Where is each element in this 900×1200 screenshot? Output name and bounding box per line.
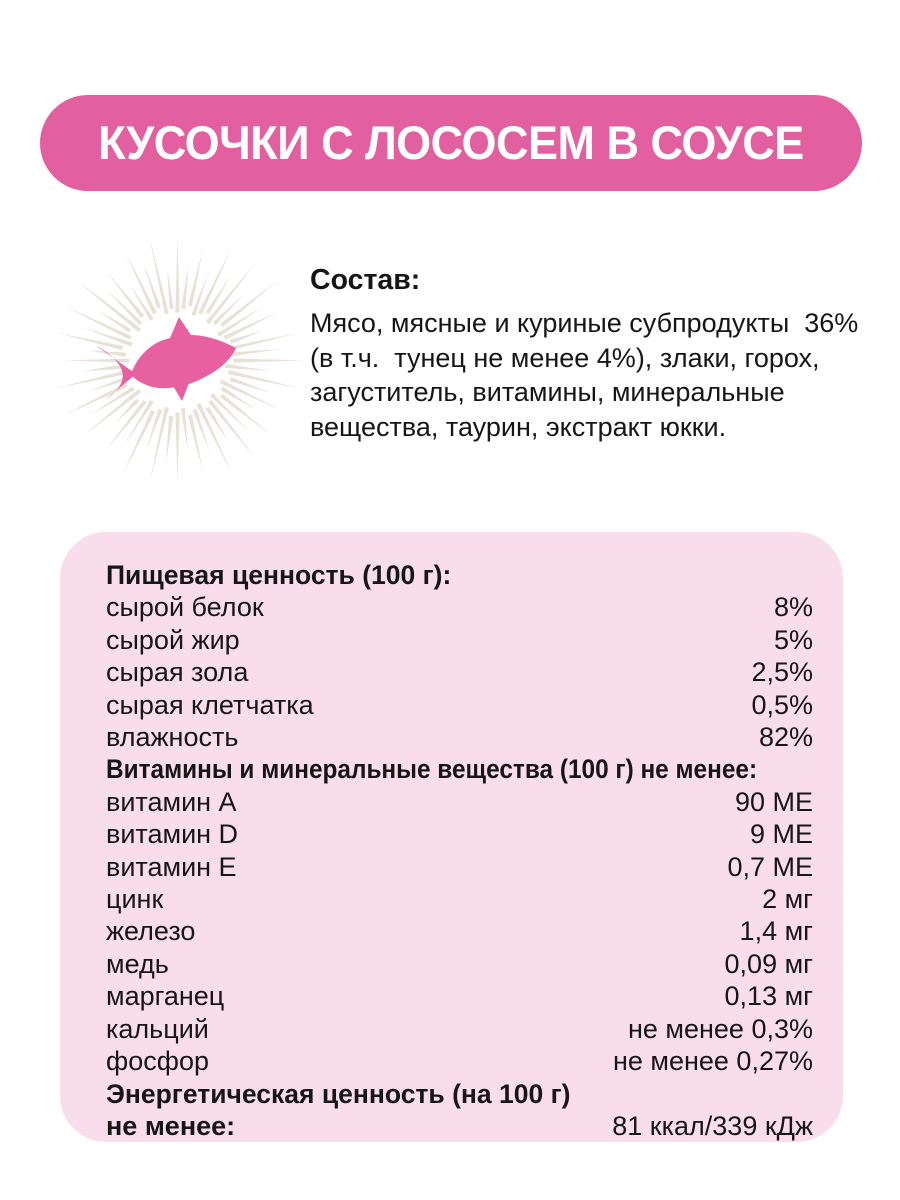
nutrition-value: 5% (773, 624, 813, 655)
nutrition-row: фосфор не менее 0,27% (106, 1045, 813, 1077)
fish-burst-illustration (50, 233, 305, 488)
nutrition-label: витамин D (106, 819, 239, 850)
nutrition-row: влажность 82% (106, 721, 813, 753)
nutrition-row: не менее: 81 ккал/339 кДж (106, 1110, 813, 1142)
product-title-banner: КУСОЧКИ С ЛОСОСЕМ В СОУСЕ (40, 95, 862, 191)
composition-heading: Состав: (310, 264, 421, 296)
nutrition-label: сырой белок (106, 592, 264, 623)
nutrition-row: сырой жир 5% (106, 624, 813, 656)
fish-burst-svg (54, 234, 305, 484)
nutrition-row: медь 0,09 мг (106, 948, 813, 980)
nutrition-value: 0,09 мг (724, 948, 813, 979)
nutrition-row: сырая зола 2,5% (106, 656, 813, 688)
sunburst-rays-icon (54, 234, 305, 484)
nutrition-label: фосфор (106, 1046, 209, 1077)
nutrition-label: сырая клетчатка (106, 689, 314, 720)
nutrition-label: медь (106, 948, 169, 979)
nutrition-value: 8% (773, 592, 813, 623)
nutrition-label: сырая зола (106, 657, 249, 688)
nutrition-value: 0,5% (751, 689, 813, 720)
nutrition-label: железо (106, 916, 196, 947)
nutrition-value: 9 МЕ (749, 819, 813, 850)
nutrition-label: витамин A (106, 786, 237, 817)
nutrition-section-heading: Витамины и минеральные вещества (100 г) … (106, 754, 758, 785)
nutrition-card: Пищевая ценность (100 г): сырой белок 8%… (60, 532, 843, 1142)
nutrition-value: 0,7 МЕ (727, 851, 813, 882)
nutrition-row: витамин A 90 МЕ (106, 786, 813, 818)
nutrition-value: не менее 0,27% (612, 1046, 813, 1077)
fish-icon (95, 317, 236, 401)
nutrition-label: влажность (106, 722, 239, 753)
nutrition-value: 90 МЕ (734, 786, 813, 817)
nutrition-row: марганец 0,13 мг (106, 980, 813, 1012)
nutrition-value: 1,4 мг (739, 916, 813, 947)
nutrition-row: цинк 2 мг (106, 883, 813, 915)
nutrition-value: 0,13 мг (724, 981, 813, 1012)
nutrition-value: не менее 0,3% (628, 1013, 813, 1044)
composition-section: Состав: Мясо, мясные и куриные субпродук… (310, 264, 870, 444)
nutrition-row: сырой белок 8% (106, 591, 813, 623)
nutrition-row: сырая клетчатка 0,5% (106, 689, 813, 721)
nutrition-row: витамин E 0,7 МЕ (106, 851, 813, 883)
nutrition-row: железо 1,4 мг (106, 915, 813, 947)
nutrition-row: витамин D 9 МЕ (106, 818, 813, 850)
nutrition-label: витамин E (106, 851, 237, 882)
nutrition-label: кальций (106, 1013, 209, 1044)
nutrition-value: 81 ккал/339 кДж (612, 1110, 813, 1141)
product-title: КУСОЧКИ С ЛОСОСЕМ В СОУСЕ (98, 115, 804, 170)
nutrition-row: кальций не менее 0,3% (106, 1013, 813, 1045)
nutrition-value: 82% (758, 722, 813, 753)
nutrition-label: не менее: (106, 1110, 236, 1141)
nutrition-section-heading: Энергетическая ценность (на 100 г) (106, 1078, 571, 1109)
nutrition-label: цинк (106, 884, 164, 915)
nutrition-section-heading: Пищевая ценность (100 г): (106, 560, 452, 590)
composition-text: Мясо, мясные и куриные субпродукты 36% (… (310, 308, 859, 442)
nutrition-label: сырой жир (106, 624, 240, 655)
nutrition-value: 2,5% (751, 657, 813, 688)
nutrition-label: марганец (106, 981, 225, 1012)
nutrition-value: 2 мг (762, 884, 813, 915)
